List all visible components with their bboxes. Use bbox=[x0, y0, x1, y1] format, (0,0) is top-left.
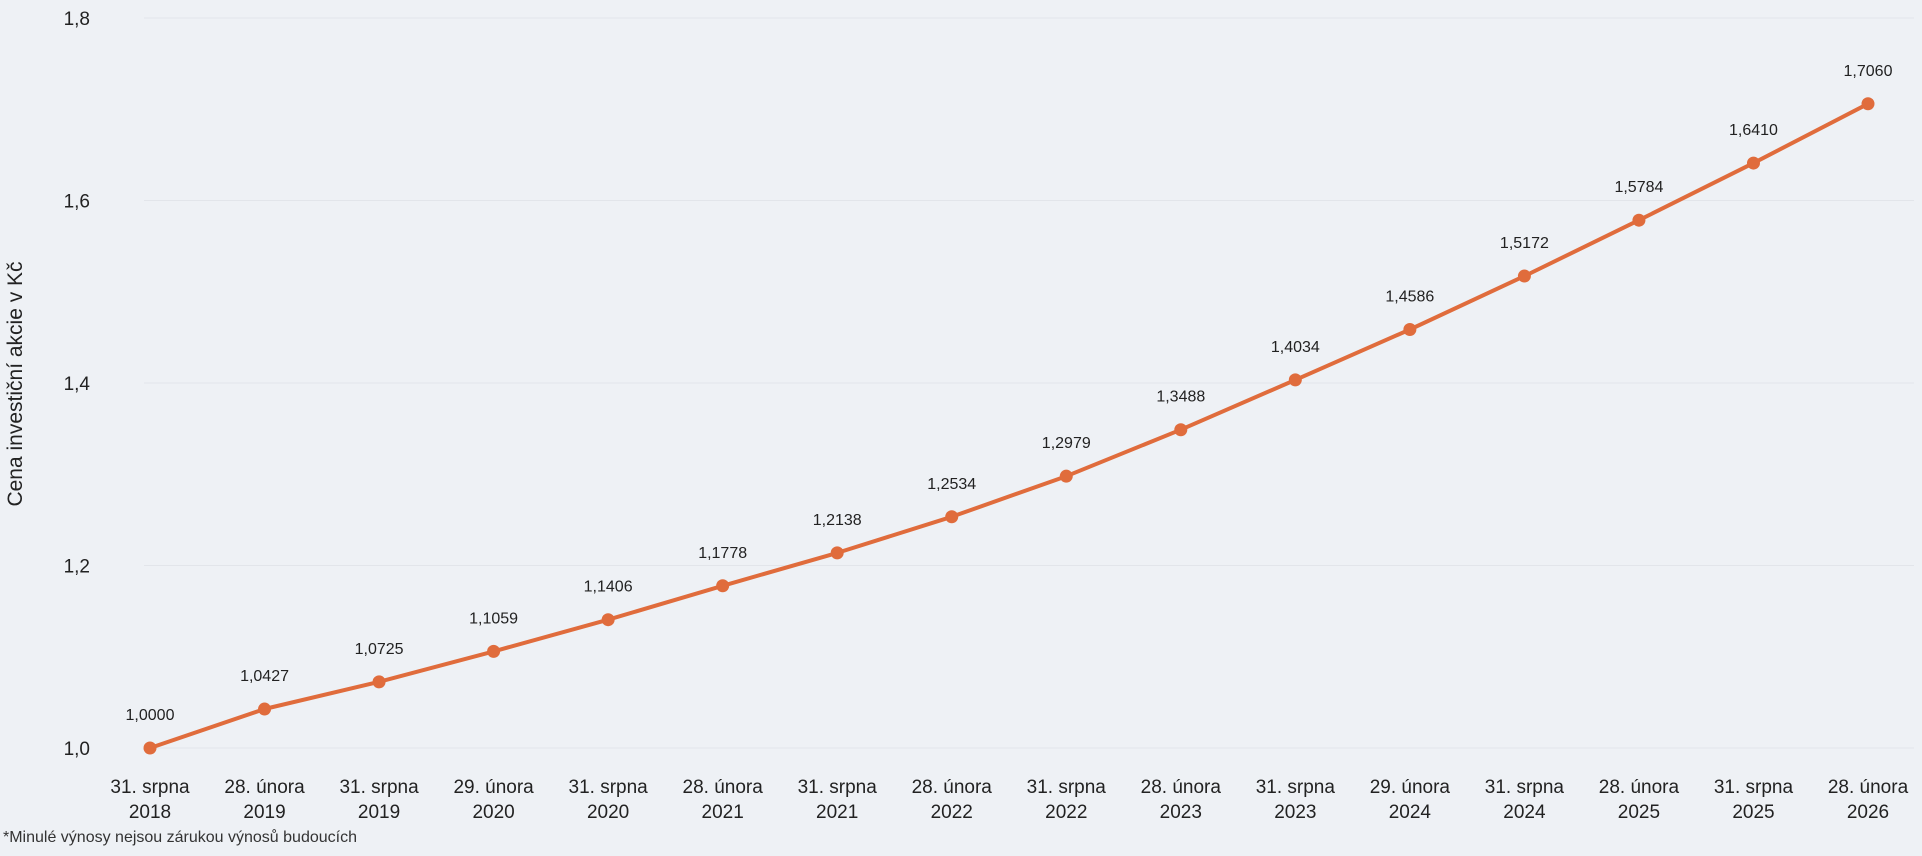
data-label: 1,0000 bbox=[126, 707, 175, 724]
x-tick-label-year: 2019 bbox=[358, 802, 400, 823]
data-label: 1,4586 bbox=[1385, 289, 1434, 306]
data-labels: 1,0000 1,0427 1,0725 1,1059 1,1406 1,1778 1,21… bbox=[126, 63, 1893, 724]
data-label: 1,2138 bbox=[813, 512, 862, 529]
x-tick-label-year: 2025 bbox=[1618, 802, 1660, 823]
y-tick-label: 1,8 bbox=[64, 9, 90, 30]
x-tick-label: 31. srpna bbox=[1027, 777, 1107, 798]
x-tick-label: 31. srpna bbox=[1714, 777, 1794, 798]
y-tick-label: 1,0 bbox=[64, 739, 90, 760]
data-point bbox=[1632, 213, 1646, 227]
data-label: 1,7060 bbox=[1844, 63, 1893, 80]
data-point bbox=[1861, 97, 1875, 111]
x-tick-label-year: 2018 bbox=[129, 802, 171, 823]
data-label: 1,5784 bbox=[1614, 179, 1663, 196]
x-tick-label-year: 2023 bbox=[1274, 802, 1316, 823]
data-label: 1,1778 bbox=[698, 545, 747, 562]
footnote: *Minulé výnosy nejsou zárukou výnosů bud… bbox=[3, 829, 357, 846]
x-tick-label-year: 2024 bbox=[1389, 802, 1432, 823]
x-tick-label: 31. srpna bbox=[798, 777, 878, 798]
data-points bbox=[143, 97, 1875, 755]
series-line-group bbox=[148, 101, 1870, 750]
x-tick-label: 29. února bbox=[1370, 777, 1451, 798]
data-point bbox=[1288, 373, 1302, 387]
x-tick-label: 28. února bbox=[1599, 777, 1680, 798]
x-tick-label: 28. února bbox=[912, 777, 993, 798]
data-point bbox=[1746, 156, 1760, 170]
x-tick-label-year: 2024 bbox=[1503, 802, 1546, 823]
x-tick-label: 28. února bbox=[224, 777, 305, 798]
x-tick-label: 28. února bbox=[1828, 777, 1909, 798]
data-point bbox=[1059, 469, 1073, 483]
data-point bbox=[716, 579, 730, 593]
data-point bbox=[830, 546, 844, 560]
x-tick-label: 28. února bbox=[1141, 777, 1222, 798]
data-point bbox=[372, 675, 386, 689]
y-tick-label: 1,2 bbox=[64, 557, 90, 578]
data-label: 1,2979 bbox=[1042, 435, 1091, 452]
y-tick-label: 1,6 bbox=[64, 192, 90, 213]
data-label: 1,0725 bbox=[355, 641, 404, 658]
y-tick-label: 1,4 bbox=[64, 374, 91, 395]
x-axis-ticks: 31. srpna 2018 28. února 2019 31. srpna 2019 2… bbox=[110, 777, 1908, 823]
data-label: 1,0427 bbox=[240, 668, 289, 685]
y-axis-ticks: 1,0 1,2 1,4 1,6 1,8 bbox=[64, 9, 91, 760]
x-tick-label: 31. srpna bbox=[110, 777, 190, 798]
grid-lines bbox=[144, 17, 1914, 749]
x-tick-label-year: 2025 bbox=[1732, 802, 1774, 823]
x-tick-label: 31. srpna bbox=[1485, 777, 1565, 798]
x-tick-label: 31. srpna bbox=[569, 777, 649, 798]
data-label: 1,6410 bbox=[1729, 122, 1778, 139]
data-point bbox=[945, 510, 959, 524]
x-tick-label-year: 2020 bbox=[587, 802, 629, 823]
x-tick-label: 31. srpna bbox=[339, 777, 419, 798]
x-tick-label: 31. srpna bbox=[1256, 777, 1336, 798]
data-label: 1,3488 bbox=[1156, 389, 1205, 406]
data-point bbox=[1403, 323, 1417, 337]
x-tick-label-year: 2022 bbox=[1045, 802, 1087, 823]
data-point bbox=[601, 613, 615, 627]
x-tick-label: 29. února bbox=[453, 777, 534, 798]
data-label: 1,1059 bbox=[469, 610, 518, 627]
data-label: 1,4034 bbox=[1271, 339, 1320, 356]
data-point bbox=[258, 702, 272, 716]
x-tick-label-year: 2023 bbox=[1160, 802, 1202, 823]
x-tick-label-year: 2021 bbox=[816, 802, 858, 823]
data-point bbox=[1517, 269, 1531, 283]
data-label: 1,2534 bbox=[927, 476, 976, 493]
x-tick-label-year: 2022 bbox=[931, 802, 973, 823]
x-tick-label-year: 2020 bbox=[472, 802, 514, 823]
data-point bbox=[143, 741, 157, 755]
data-point bbox=[1174, 423, 1188, 437]
x-tick-label-year: 2021 bbox=[702, 802, 744, 823]
series-line bbox=[148, 101, 1870, 750]
data-label: 1,5172 bbox=[1500, 235, 1549, 252]
x-tick-label: 28. února bbox=[683, 777, 764, 798]
data-point bbox=[487, 644, 501, 658]
x-tick-label-year: 2026 bbox=[1847, 802, 1889, 823]
x-tick-label-year: 2019 bbox=[243, 802, 285, 823]
y-axis-label: Cena investiční akcie v Kč bbox=[4, 261, 27, 506]
data-label: 1,1406 bbox=[584, 579, 633, 596]
